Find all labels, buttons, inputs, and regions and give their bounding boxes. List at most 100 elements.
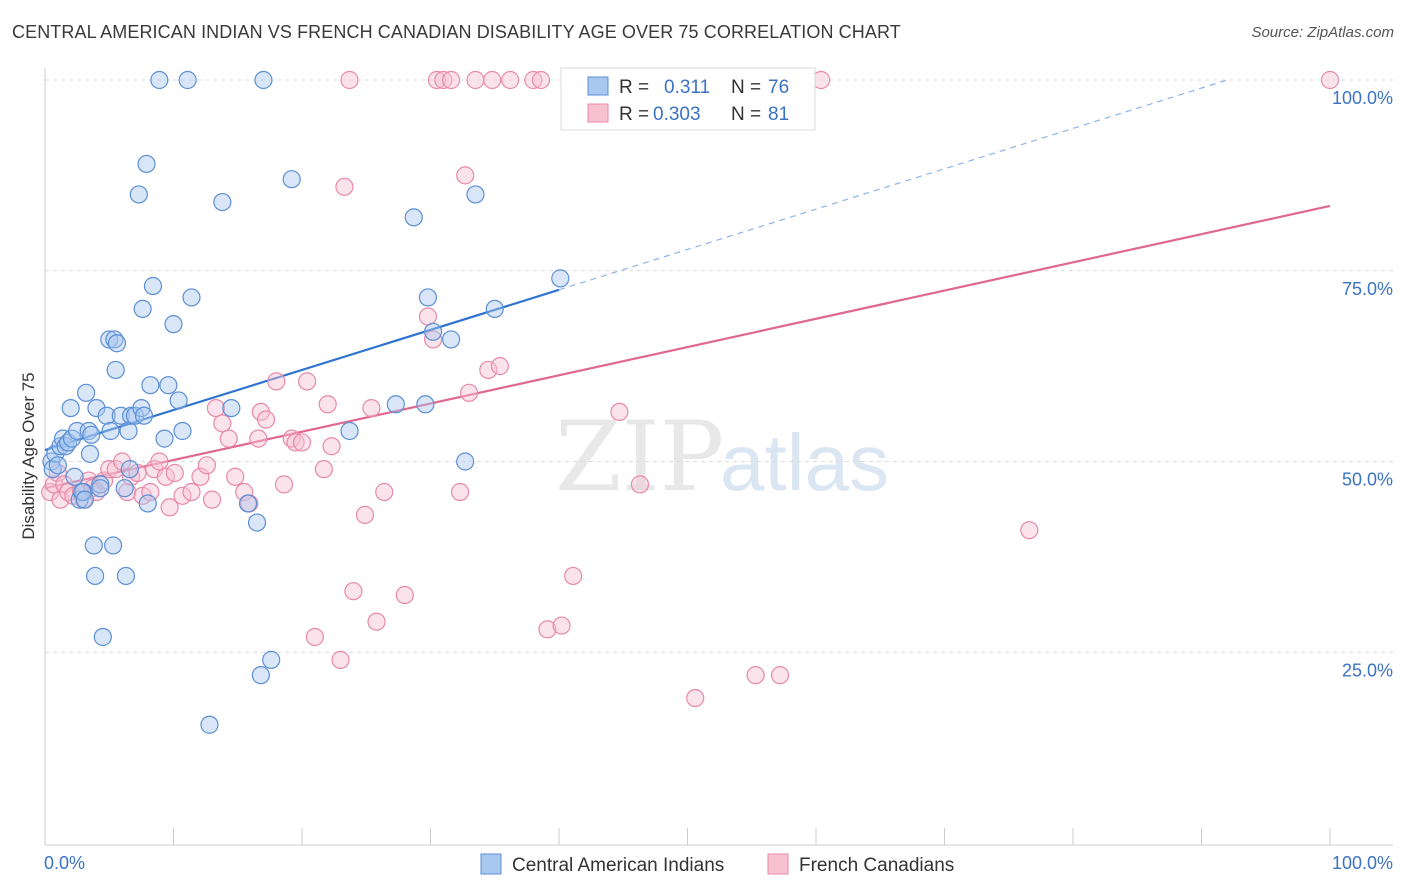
bottom-legend-label-blue: Central American Indians (512, 855, 724, 876)
gridlines (45, 79, 1393, 653)
point-french-canadians (490, 357, 509, 376)
point-french-canadians (423, 330, 443, 349)
point-central-american-indians (254, 70, 273, 90)
point-french-canadians (552, 616, 571, 635)
point-central-american-indians (173, 421, 192, 441)
point-central-american-indians (137, 154, 156, 174)
point-central-american-indians (404, 208, 423, 227)
point-central-american-indians (466, 185, 485, 204)
point-french-canadians (686, 688, 705, 708)
legend-r-label-2: R = (619, 104, 649, 125)
point-central-american-indians (97, 406, 116, 425)
point-central-american-indians (84, 536, 103, 555)
bottom-legend-label-pink: French Canadians (799, 855, 954, 876)
point-central-american-indians (82, 425, 101, 444)
point-french-canadians (106, 460, 125, 479)
point-french-canadians (286, 433, 305, 452)
point-french-canadians (331, 650, 350, 669)
y-tick-labels: 25.0% 50.0% 75.0% 100.0% (1332, 88, 1393, 680)
point-french-canadians (395, 585, 414, 605)
point-central-american-indians (65, 467, 84, 486)
watermark-atlas: atlas (720, 418, 889, 507)
x-tick-label-min: 0.0% (44, 853, 85, 873)
point-central-american-indians (101, 421, 120, 441)
point-french-canadians (340, 70, 359, 90)
point-central-american-indians (133, 299, 152, 318)
y-tick-label-50: 50.0% (1342, 470, 1393, 490)
y-tick-label-75: 75.0% (1342, 279, 1393, 299)
point-french-canadians (206, 398, 226, 418)
point-french-canadians (355, 505, 375, 525)
point-central-american-indians (141, 376, 160, 395)
point-central-american-indians (115, 479, 134, 498)
legend-n-value-1: 76 (768, 77, 789, 98)
legend-swatch-pink (587, 103, 609, 123)
point-french-canadians (141, 482, 160, 502)
point-french-canadians (256, 410, 276, 429)
point-central-american-indians (213, 192, 232, 212)
point-french-canadians (191, 467, 210, 486)
point-central-american-indians (441, 330, 461, 349)
correlation-legend: R = 0.311 N = 76 R = 0.303 N = 81 (560, 67, 816, 131)
point-central-american-indians (155, 429, 174, 448)
point-central-american-indians (91, 479, 110, 498)
point-french-canadians (466, 70, 485, 90)
point-central-american-indians (238, 494, 258, 513)
point-french-canadians (314, 460, 333, 479)
bottom-legend-swatch-blue (480, 853, 502, 875)
point-central-american-indians (106, 360, 125, 380)
legend-n-label-1: N = (731, 77, 761, 98)
point-french-canadians (213, 414, 232, 433)
point-french-canadians (479, 360, 498, 380)
point-french-canadians (219, 429, 238, 448)
chart-title: CENTRAL AMERICAN INDIAN VS FRENCH CANADI… (12, 22, 901, 42)
point-central-american-indians (169, 391, 188, 410)
point-central-american-indians (138, 494, 157, 513)
point-french-canadians (267, 372, 286, 391)
point-french-canadians (524, 70, 543, 90)
point-french-canadians (434, 70, 453, 90)
point-central-american-indians (251, 666, 270, 685)
point-french-canadians (298, 372, 317, 391)
point-french-canadians (362, 398, 381, 418)
point-central-american-indians (111, 406, 130, 425)
point-french-canadians (1320, 70, 1340, 90)
point-french-canadians (226, 467, 245, 486)
point-central-american-indians (222, 398, 241, 418)
legend-r-value-1: 0.311 (664, 77, 710, 98)
point-french-canadians (156, 467, 175, 486)
point-central-american-indians (75, 490, 94, 509)
point-french-canadians (335, 177, 354, 196)
point-central-american-indians (119, 421, 138, 441)
point-central-american-indians (178, 70, 197, 90)
legend-n-label-2: N = (731, 104, 761, 125)
point-central-american-indians (87, 398, 106, 418)
point-central-american-indians (121, 406, 141, 425)
point-central-american-indians (164, 315, 183, 334)
point-central-american-indians (159, 376, 178, 395)
point-french-canadians (459, 383, 479, 402)
series-legend: Central American Indians French Canadian… (480, 853, 954, 876)
point-central-american-indians (262, 650, 281, 669)
point-french-canadians (197, 456, 217, 475)
point-french-canadians (202, 490, 222, 509)
point-french-canadians (501, 70, 520, 90)
point-french-canadians (427, 70, 447, 90)
point-french-canadians (770, 666, 790, 685)
point-central-american-indians (143, 276, 163, 296)
point-french-canadians (150, 452, 169, 471)
point-central-american-indians (551, 269, 570, 288)
point-central-american-indians (200, 715, 219, 734)
legend-r-value-2: 0.303 (653, 104, 701, 125)
point-french-canadians (746, 666, 765, 685)
point-central-american-indians (86, 566, 105, 586)
trendline-extension-central-american-indians (558, 79, 1228, 291)
point-french-canadians (318, 395, 337, 414)
point-central-american-indians (418, 288, 438, 307)
point-central-american-indians (80, 444, 100, 463)
point-french-canadians (165, 463, 184, 483)
point-central-american-indians (107, 334, 127, 353)
point-french-canadians (564, 566, 583, 586)
point-central-american-indians (93, 627, 112, 647)
y-axis-label: Disability Age Over 75 (19, 372, 38, 539)
